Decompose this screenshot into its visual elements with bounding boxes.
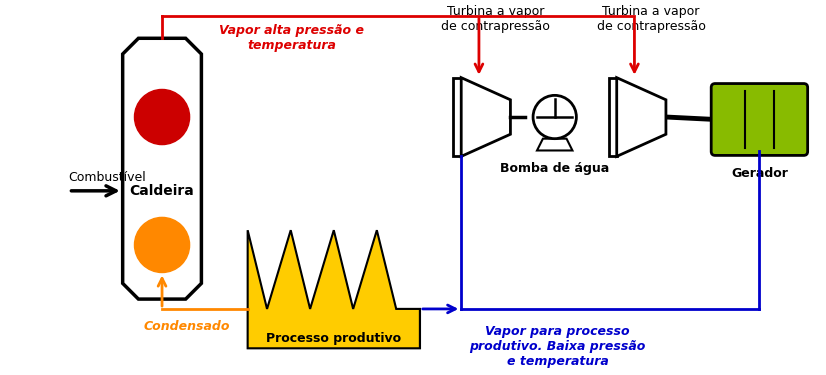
Polygon shape [537, 139, 572, 150]
Polygon shape [609, 78, 617, 156]
Text: Caldeira: Caldeira [130, 184, 194, 198]
Text: Bomba de água: Bomba de água [500, 162, 610, 175]
Circle shape [135, 217, 190, 273]
Polygon shape [617, 78, 666, 156]
Text: Gerador: Gerador [731, 166, 788, 180]
Circle shape [135, 90, 190, 145]
Text: Turbina a vapor
de contrapressão: Turbina a vapor de contrapressão [441, 4, 550, 33]
Polygon shape [461, 78, 510, 156]
Polygon shape [123, 38, 202, 299]
Text: Vapor alta pressão e
temperatura: Vapor alta pressão e temperatura [220, 24, 364, 52]
Polygon shape [248, 230, 420, 348]
Text: Turbina a vapor
de contrapressão: Turbina a vapor de contrapressão [596, 4, 705, 33]
Circle shape [533, 95, 577, 139]
Text: Condensado: Condensado [144, 320, 230, 333]
Text: Combustível: Combustível [69, 171, 146, 183]
Text: Vapor para processo
produtivo. Baixa pressão
e temperatura: Vapor para processo produtivo. Baixa pre… [469, 325, 646, 368]
FancyBboxPatch shape [711, 84, 808, 155]
Text: Processo produtivo: Processo produtivo [266, 332, 401, 345]
Polygon shape [453, 78, 461, 156]
Bar [248, 309, 420, 348]
